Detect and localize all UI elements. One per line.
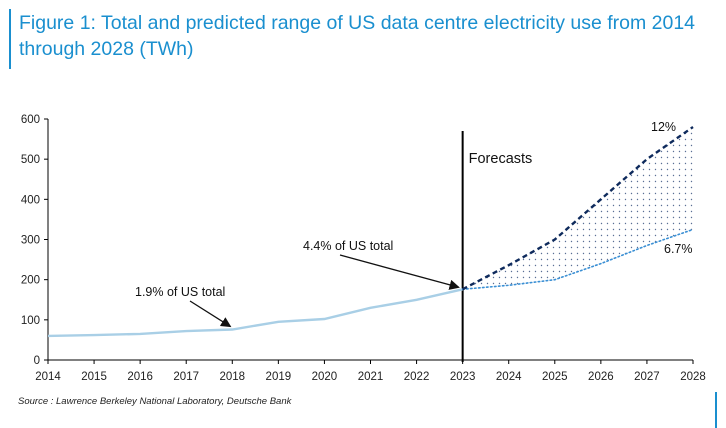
forecast-range-area	[462, 127, 693, 290]
annotation-4-4-percent: 4.4% of US total	[303, 239, 393, 253]
x-tick-label: 2018	[219, 371, 245, 383]
x-tick-label: 2023	[450, 371, 476, 383]
x-tick-label: 2027	[634, 371, 660, 383]
y-tick-label: 100	[21, 315, 40, 327]
x-tick-label: 2022	[404, 371, 430, 383]
low-forecast-line	[461, 228, 694, 291]
annotation-12-percent: 12%	[651, 120, 676, 134]
title-accent-bar	[9, 9, 11, 69]
x-tick-label: 2021	[358, 371, 384, 383]
x-tick-label: 2025	[542, 371, 568, 383]
corner-accent-bar	[715, 392, 717, 428]
x-tick-label: 2014	[35, 371, 61, 383]
annotation-1-9-percent: 1.9% of US total	[135, 285, 225, 299]
x-tick-label: 2015	[81, 371, 107, 383]
source-note: Source : Lawrence Berkeley National Labo…	[18, 396, 292, 407]
y-tick-label: 300	[21, 235, 40, 247]
x-tick-label: 2028	[680, 371, 706, 383]
high-forecast-line	[462, 126, 694, 291]
x-tick-label: 2019	[266, 371, 292, 383]
actual-series-line	[47, 288, 463, 338]
y-tick-label: 200	[21, 275, 40, 287]
y-tick-label: 600	[21, 114, 40, 126]
x-tick-label: 2026	[588, 371, 614, 383]
annotation-1-9-arrow	[189, 300, 232, 328]
x-tick-label: 2016	[127, 371, 153, 383]
y-tick-label: 500	[21, 154, 40, 166]
annotation-6-7-percent: 6.7%	[664, 242, 693, 256]
y-tick-label: 0	[34, 355, 40, 367]
y-tick-label: 400	[21, 194, 40, 206]
forecast-label: Forecasts	[469, 151, 533, 167]
annotation-4-4-arrow	[339, 254, 460, 290]
figure-title: Figure 1: Total and predicted range of U…	[19, 12, 696, 60]
x-tick-label: 2017	[173, 371, 199, 383]
x-tick-label: 2024	[496, 371, 522, 383]
x-tick-label: 2020	[312, 371, 338, 383]
